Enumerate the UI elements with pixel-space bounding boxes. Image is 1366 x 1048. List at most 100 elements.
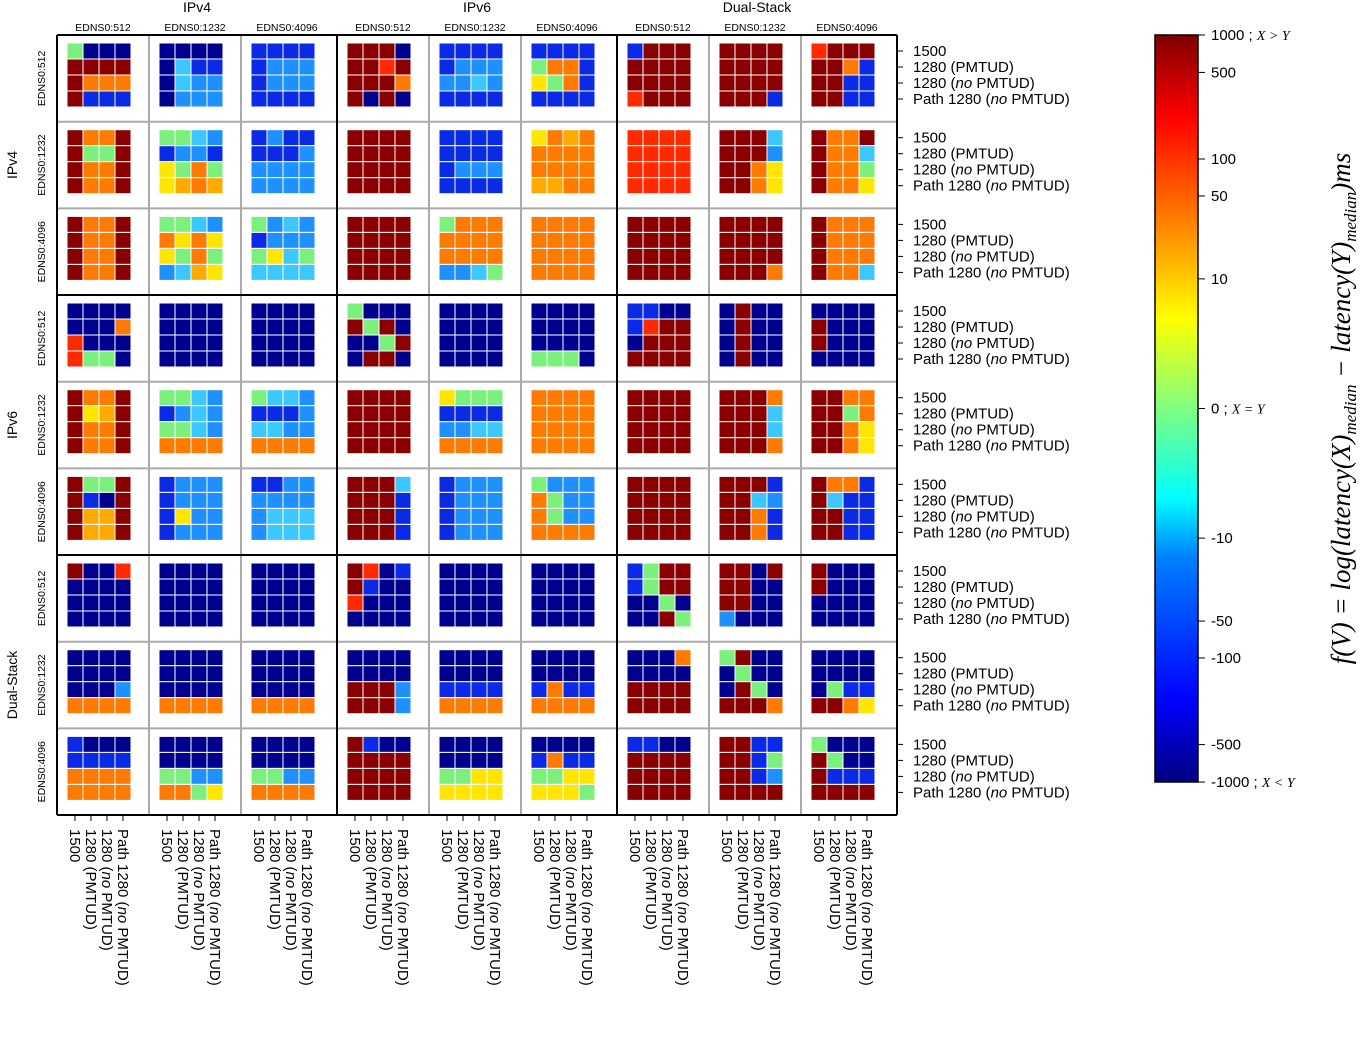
heatmap-cell xyxy=(438,247,456,265)
heatmap-cell xyxy=(282,302,300,320)
mtu-label-part: PMTUD) xyxy=(972,508,1035,525)
heatmap-cell xyxy=(718,247,736,265)
heatmap-cell xyxy=(190,594,208,612)
heatmap-cell xyxy=(842,610,860,628)
heatmap-cell xyxy=(174,247,192,265)
mtu-label-part: 1280 (PMTUD) xyxy=(454,829,471,930)
heatmap-cell xyxy=(362,161,380,179)
heatmap-cell xyxy=(454,161,472,179)
heatmap-cell xyxy=(378,334,396,352)
heatmap-cell xyxy=(810,523,828,541)
heatmap-cell xyxy=(734,562,752,580)
heatmap-cell xyxy=(346,318,364,336)
heatmap-cell xyxy=(674,90,692,108)
heatmap-cell xyxy=(546,437,564,455)
heatmap-cell xyxy=(486,145,504,163)
heatmap-cell xyxy=(810,42,828,60)
heatmap-cell xyxy=(766,665,784,683)
axis-label-part: f xyxy=(1326,653,1356,664)
heatmap-cell xyxy=(114,405,132,423)
mtu-col-label: 1500 xyxy=(530,829,547,862)
heatmap-cell xyxy=(626,783,644,801)
heatmap-cell xyxy=(454,610,472,628)
top-edns-label: EDNS0:1232 xyxy=(724,22,785,34)
heatmap-cell xyxy=(826,751,844,769)
heatmap-cell xyxy=(718,735,736,753)
heatmap-cell xyxy=(718,767,736,785)
heatmap-cell xyxy=(66,783,84,801)
heatmap-cell xyxy=(282,783,300,801)
heatmap-cell xyxy=(718,161,736,179)
heatmap-cell xyxy=(394,523,412,541)
heatmap-cell xyxy=(578,215,596,233)
heatmap-cell xyxy=(858,665,876,683)
heatmap-cell xyxy=(626,247,644,265)
heatmap-cell xyxy=(82,562,100,580)
heatmap-cell xyxy=(842,42,860,60)
heatmap-cell xyxy=(346,405,364,423)
top-edns-label: EDNS0:512 xyxy=(75,22,131,34)
heatmap-cell xyxy=(578,751,596,769)
heatmap-cell xyxy=(206,523,224,541)
heatmap-cell xyxy=(642,58,660,76)
colorbar-tick-value: -100 xyxy=(1211,650,1241,667)
heatmap-cell xyxy=(546,491,564,509)
heatmap-cell xyxy=(66,231,84,249)
heatmap-cell xyxy=(766,177,784,195)
heatmap-cell xyxy=(206,145,224,163)
heatmap-cell xyxy=(394,58,412,76)
heatmap-cell xyxy=(266,161,284,179)
heatmap-cell xyxy=(174,74,192,92)
heatmap-cell xyxy=(346,58,364,76)
heatmap-cell xyxy=(842,161,860,179)
mtu-label-part: PMTUD) xyxy=(578,923,595,986)
mtu-label-part: PMTUD) xyxy=(972,682,1035,699)
heatmap-cell xyxy=(642,610,660,628)
heatmap-cell xyxy=(486,215,504,233)
colorbar-tick-math: X = Y xyxy=(1231,403,1267,418)
heatmap-cell xyxy=(346,177,364,195)
mtu-col-label: 1280 (no PMTUD) xyxy=(658,829,675,951)
heatmap-cell xyxy=(562,421,580,439)
heatmap-cell xyxy=(858,231,876,249)
heatmap-cell xyxy=(394,161,412,179)
heatmap-cell xyxy=(530,735,548,753)
heatmap-cell xyxy=(578,681,596,699)
mtu-label-part: 1280 (PMTUD) xyxy=(362,829,379,930)
mtu-col-label: 1500 xyxy=(66,829,83,862)
heatmap-cell xyxy=(750,649,768,667)
heatmap-cell xyxy=(858,74,876,92)
heatmap-cell xyxy=(282,161,300,179)
heatmap-cell xyxy=(266,389,284,407)
heatmap-cell xyxy=(842,334,860,352)
heatmap-cell xyxy=(346,161,364,179)
heatmap-cell xyxy=(530,751,548,769)
heatmap-cell xyxy=(82,215,100,233)
heatmap-cell xyxy=(674,594,692,612)
heatmap-cell xyxy=(842,231,860,249)
heatmap-cell xyxy=(250,697,268,715)
heatmap-cell xyxy=(562,318,580,336)
heatmap-cell xyxy=(454,562,472,580)
heatmap-cell xyxy=(750,697,768,715)
heatmap-cell xyxy=(346,767,364,785)
heatmap-cell xyxy=(486,491,504,509)
mtu-row-label: 1280 (no PMTUD) xyxy=(913,162,1035,179)
heatmap-cell xyxy=(766,507,784,525)
heatmap-cell xyxy=(842,389,860,407)
mtu-label-part: PMTUD) xyxy=(858,923,875,986)
heatmap-cell xyxy=(642,42,660,60)
heatmap-cell xyxy=(546,767,564,785)
heatmap-cell xyxy=(250,421,268,439)
heatmap-cell xyxy=(658,302,676,320)
heatmap-cell xyxy=(174,421,192,439)
heatmap-cell xyxy=(750,161,768,179)
heatmap-cell xyxy=(394,665,412,683)
heatmap-cell xyxy=(82,231,100,249)
heatmap-cell xyxy=(394,318,412,336)
heatmap-cell xyxy=(562,437,580,455)
heatmap-cell xyxy=(578,491,596,509)
colorbar-tick-label: 100 xyxy=(1211,151,1236,168)
heatmap-cell xyxy=(626,74,644,92)
